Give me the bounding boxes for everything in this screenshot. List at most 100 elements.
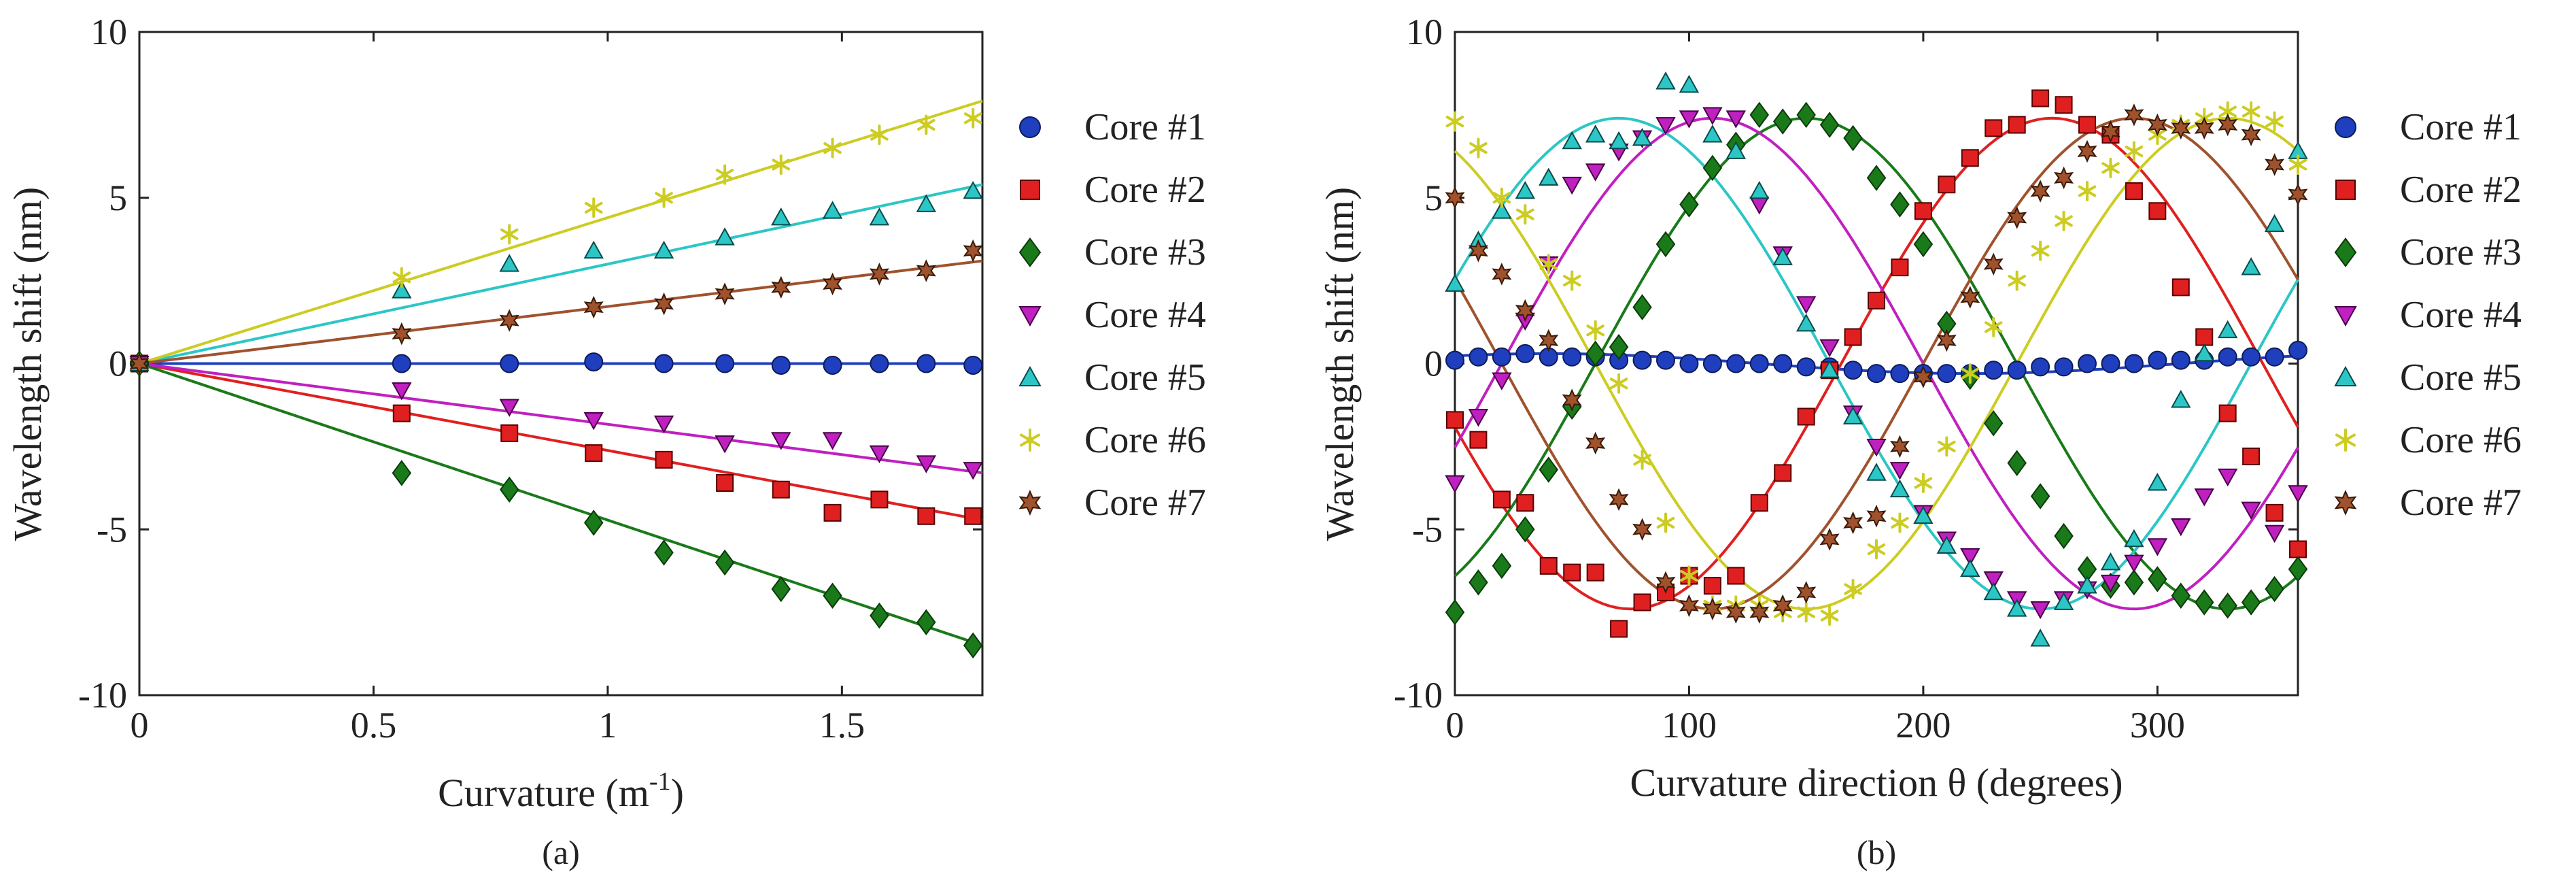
data-point-core-4	[1889, 462, 1910, 480]
data-point-core-7	[2147, 113, 2167, 137]
data-point-core-3	[1679, 191, 1699, 218]
legend-label-core-6: Core #6	[1084, 419, 1206, 461]
data-point-core-6	[2031, 240, 2050, 261]
data-point-core-7	[1655, 571, 1676, 594]
x-axis-title-a-tail: )	[671, 771, 684, 815]
data-point-core-3	[2148, 566, 2167, 592]
data-point-core-7	[1866, 505, 1887, 528]
data-point-core-2	[392, 404, 411, 422]
data-point-core-6	[1516, 204, 1534, 225]
data-point-core-7	[1913, 365, 1934, 388]
data-point-core-2	[585, 444, 603, 463]
legend-label-core-7: Core #7	[2400, 482, 2522, 524]
data-point-core-2	[716, 474, 734, 492]
x-tick-label: 0	[1446, 705, 1464, 746]
data-point-core-3	[2054, 522, 2074, 550]
data-point-core-5	[1539, 167, 1559, 186]
data-point-core-7	[1749, 601, 1770, 624]
data-point-core-6	[2078, 181, 2097, 201]
data-point-core-1	[2242, 347, 2261, 367]
legend-label-core-5: Core #5	[2400, 356, 2522, 399]
legend-marker-core-4	[2334, 306, 2357, 327]
data-point-core-6	[1844, 579, 1862, 599]
data-point-core-1	[500, 354, 519, 373]
data-point-core-4	[1562, 176, 1582, 195]
x-axis-title-a-sup: -1	[649, 767, 671, 796]
data-point-core-5	[1679, 74, 1700, 93]
data-point-core-7	[1632, 518, 1653, 541]
data-point-core-3	[2241, 589, 2261, 616]
data-point-core-6	[1586, 320, 1604, 341]
data-point-core-1	[2031, 357, 2050, 377]
data-point-core-2	[1727, 567, 1745, 585]
data-point-core-7	[1539, 329, 1559, 352]
legend-label-core-3: Core #3	[1084, 231, 1206, 273]
data-points-b	[1445, 71, 2308, 647]
data-point-core-5	[2171, 390, 2191, 408]
data-point-core-2	[1633, 593, 1651, 612]
data-point-core-1	[392, 354, 411, 373]
data-point-core-3	[1539, 456, 1559, 483]
data-point-core-3	[1749, 101, 1770, 129]
data-point-core-1	[1937, 364, 1957, 384]
data-point-core-3	[1585, 340, 1605, 367]
data-point-core-7	[2124, 103, 2144, 127]
data-point-core-3	[2218, 592, 2237, 619]
data-point-core-7	[1609, 488, 1629, 512]
data-point-core-2	[2148, 202, 2167, 220]
data-point-core-2	[964, 507, 982, 525]
data-point-core-3	[1819, 112, 1840, 138]
data-point-core-2	[2218, 404, 2237, 422]
data-point-core-7	[1562, 388, 1582, 412]
data-point-core-5	[822, 201, 843, 219]
data-point-core-3	[1843, 124, 1863, 152]
data-point-core-2	[2055, 96, 2073, 114]
data-point-core-3	[2171, 582, 2191, 609]
y-tick-label: 0	[109, 344, 127, 384]
data-point-core-7	[583, 295, 604, 319]
data-point-core-5	[1960, 558, 1980, 578]
data-point-core-1	[2171, 350, 2191, 370]
data-point-core-1	[2124, 354, 2144, 373]
data-point-core-6	[963, 107, 982, 129]
data-point-core-7	[1983, 252, 2004, 276]
data-point-core-2	[2125, 182, 2143, 200]
data-point-core-7	[1445, 186, 1465, 210]
data-point-core-7	[1702, 597, 1723, 620]
data-point-core-6	[1867, 539, 1886, 560]
data-point-core-7	[2194, 116, 2214, 140]
data-point-core-5	[1632, 127, 1653, 146]
data-point-core-4	[653, 415, 674, 434]
x-axis-title-a-main: Curvature (m	[438, 771, 649, 815]
data-point-core-6	[1445, 111, 1464, 132]
data-point-core-6	[1984, 316, 2003, 337]
data-point-core-5	[1515, 180, 1536, 199]
data-point-core-5	[2241, 257, 2261, 275]
data-point-core-5	[1842, 406, 1864, 424]
data-point-core-3	[1913, 231, 1934, 258]
data-point-core-3	[654, 539, 674, 566]
data-point-core-5	[392, 280, 412, 299]
data-point-core-2	[1703, 577, 1721, 595]
x-axis-title-b: Curvature direction θ (degrees)	[1630, 760, 2123, 805]
data-point-core-7	[1796, 581, 1817, 604]
data-point-core-7	[2100, 120, 2120, 144]
data-point-core-1	[1656, 350, 1675, 370]
data-point-core-5	[1866, 463, 1887, 481]
data-point-core-7	[1468, 239, 1488, 263]
data-point-core-2	[1516, 494, 1534, 512]
data-point-core-4	[2100, 574, 2121, 593]
data-point-core-7	[1492, 263, 1512, 286]
fit-line-core-5	[139, 183, 983, 365]
data-point-core-7	[2030, 180, 2050, 203]
legend-marker-core-6	[1020, 429, 1040, 452]
data-point-core-2	[2078, 116, 2096, 134]
data-point-core-4	[1702, 107, 1723, 125]
panel-label-a: (a)	[542, 833, 580, 871]
data-point-core-4	[1819, 339, 1840, 358]
data-point-core-4	[1492, 372, 1512, 390]
data-point-core-3	[1796, 101, 1816, 129]
data-point-core-3	[2030, 483, 2050, 509]
data-point-core-6	[584, 197, 603, 218]
